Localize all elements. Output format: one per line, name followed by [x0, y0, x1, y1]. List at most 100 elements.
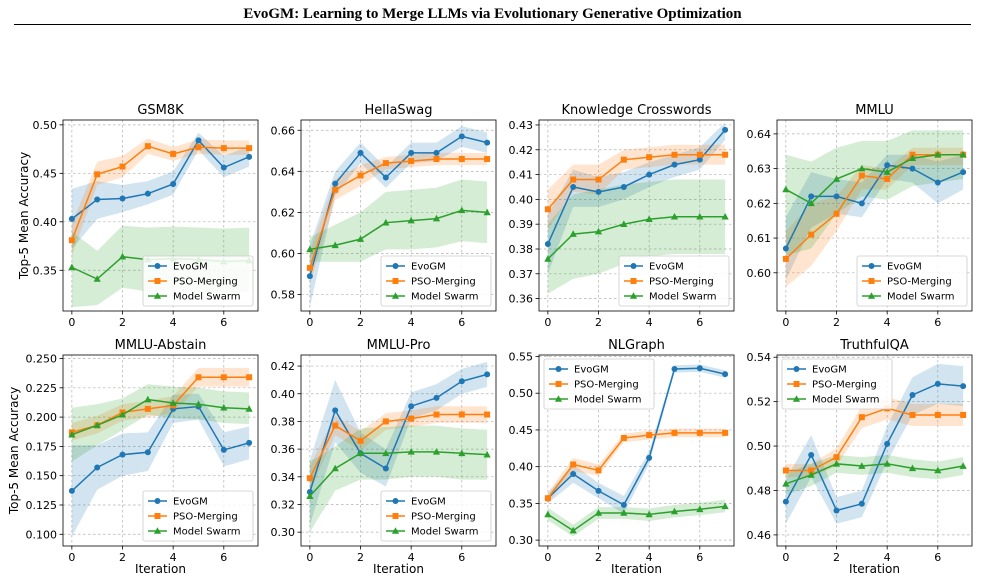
data-point	[833, 507, 840, 514]
data-point	[934, 411, 941, 418]
data-point	[119, 195, 126, 202]
x-tick-label: 2	[595, 551, 602, 564]
data-point	[144, 190, 151, 197]
data-point	[433, 156, 440, 163]
x-tick-label: 6	[696, 316, 703, 329]
data-point	[908, 154, 917, 161]
legend-label: PSO-Merging	[887, 277, 952, 288]
y-tick-label: 0.45	[509, 424, 534, 437]
legend: EvoGM PSO-Merging Model Swarm	[781, 358, 893, 410]
x-tick-label: 0	[68, 551, 75, 564]
legend-label: Model Swarm	[173, 292, 241, 303]
data-point	[93, 421, 101, 429]
legend-label: PSO-Merging	[812, 380, 877, 391]
x-tick-label: 0	[544, 551, 551, 564]
legend-label: PSO-Merging	[411, 277, 476, 288]
data-point	[170, 180, 177, 187]
data-point	[68, 215, 75, 222]
y-tick-label: 0.46	[747, 529, 772, 542]
data-point	[833, 454, 840, 461]
data-point	[808, 193, 815, 200]
data-point	[722, 151, 729, 158]
legend-swatch-marker	[793, 381, 800, 387]
y-tick-label: 0.61	[747, 232, 772, 245]
data-point	[696, 505, 704, 513]
y-tick-label: 0.50	[747, 440, 772, 453]
y-tick-label: 0.200	[26, 411, 58, 424]
data-point	[94, 196, 101, 203]
legend-label: EvoGM	[812, 365, 847, 376]
data-point	[960, 169, 967, 176]
data-point	[782, 467, 789, 474]
data-point	[722, 429, 729, 436]
series-line	[547, 505, 726, 532]
series-line	[71, 139, 250, 220]
axes-frame	[62, 119, 259, 312]
y-tick-label: 0.250	[26, 353, 58, 366]
series-line	[309, 413, 488, 479]
confidence-band	[309, 152, 488, 285]
axes-frame	[300, 354, 497, 547]
x-tick-label: 4	[884, 316, 891, 329]
chart-panel: 0 2 4 6 0.60 0.61 0.62 0.63 0.64 MMLU EvoGM PSO-Mer…	[747, 103, 973, 329]
data-point	[246, 153, 253, 160]
x-tick-label: 2	[119, 316, 126, 329]
page-header: EvoGM: Learning to Merge LLMs via Evolut…	[0, 0, 985, 30]
chart-title: TruthfulQA	[839, 338, 909, 353]
data-point	[646, 454, 653, 461]
data-point	[782, 480, 790, 487]
y-tick-label: 0.40	[33, 216, 58, 229]
y-tick-label: 0.40	[271, 388, 296, 401]
x-tick-label: 0	[306, 551, 313, 564]
data-point	[721, 502, 729, 510]
legend-swatch-marker	[630, 278, 637, 284]
y-tick-label: 0.100	[26, 528, 58, 541]
series-line	[547, 153, 726, 210]
data-point	[407, 216, 415, 224]
y-tick-label: 0.54	[747, 351, 772, 364]
data-point	[808, 467, 815, 474]
data-point	[68, 430, 76, 438]
x-tick-label: 0	[68, 316, 75, 329]
data-point	[646, 432, 653, 439]
x-tick-label: 4	[646, 551, 653, 564]
legend-swatch-marker	[868, 263, 875, 269]
data-point	[195, 374, 202, 381]
data-point	[833, 193, 840, 200]
data-point	[246, 439, 253, 446]
data-point	[458, 206, 466, 214]
confidence-band	[547, 428, 726, 504]
x-axis-label: Iteration	[611, 562, 662, 576]
data-point	[858, 462, 866, 469]
data-point	[458, 378, 465, 385]
x-tick-label: 2	[357, 316, 364, 329]
data-point	[356, 235, 365, 242]
chart-panel: 0 2 4 6 0.30 0.32 0.34 0.36 0.38 0.40 0.42 MMLU-Pro…	[271, 338, 497, 576]
data-point	[858, 172, 865, 179]
data-point	[245, 405, 253, 412]
legend-label: Model Swarm	[173, 527, 241, 538]
x-axis-label: Iteration	[373, 562, 424, 576]
axes-frame	[538, 354, 735, 547]
data-point	[960, 383, 967, 390]
data-point	[696, 156, 703, 163]
data-point	[646, 154, 653, 161]
series-line	[309, 209, 488, 251]
legend-swatch-marker	[154, 513, 161, 519]
series-line	[309, 451, 488, 497]
series-line	[547, 432, 726, 499]
x-tick-label: 4	[646, 316, 653, 329]
data-point	[807, 199, 815, 207]
data-point	[433, 149, 440, 156]
data-point	[118, 252, 127, 260]
chart-panel: 0 2 4 6 0.30 0.35 0.40 0.45 0.50 0.55 NLGraph Itera…	[509, 338, 735, 576]
x-tick-label: 6	[696, 551, 703, 564]
y-tick-label: 0.50	[33, 119, 58, 132]
data-point	[569, 526, 577, 534]
y-tick-label: 0.30	[271, 526, 296, 539]
data-point	[382, 465, 389, 472]
legend-swatch-marker	[867, 292, 876, 299]
data-point	[356, 449, 365, 457]
data-point	[909, 391, 916, 398]
series-line	[71, 145, 250, 241]
